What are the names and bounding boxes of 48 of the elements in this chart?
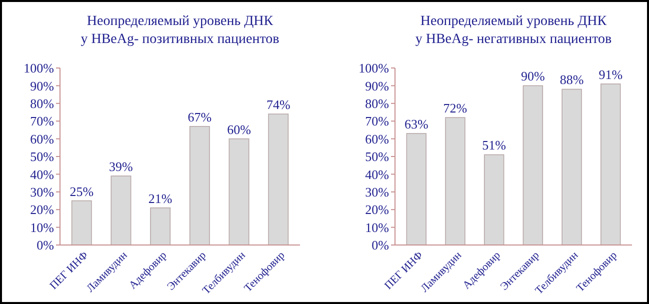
y-tick-label: 50% [365,149,390,164]
bar [228,138,250,246]
y-tick-label: 40% [30,166,54,182]
bar [71,200,92,246]
y-tick-label: 10% [365,220,390,235]
chart-title: Неопределяемый уровень ДНК у HBeAg- позитивных пациентов [80,14,280,47]
y-tick-label: 10% [30,220,54,235]
data-label: 88% [560,72,584,88]
y-tick-label: 0% [372,238,390,253]
chart-title: Неопределяемый уровень ДНК у HBeAg- негативных пациентов [415,14,612,47]
y-tick-label: 20% [30,202,54,218]
y-tick-label: 90% [365,78,390,94]
y-tick-label: 50% [30,149,54,164]
y-tick-label: 30% [365,184,390,200]
data-label: 51% [482,138,506,153]
data-label: 60% [227,122,252,137]
bar [600,84,621,246]
data-label: 21% [148,190,172,206]
bar [406,133,426,246]
y-tick-label: 100% [358,60,390,76]
bar [562,88,582,246]
data-label: 90% [521,68,546,84]
data-label: 91% [598,66,623,82]
data-label: 74% [266,97,290,112]
y-tick-label: 70% [365,114,390,129]
bar [189,126,210,246]
y-tick-label: 60% [365,131,390,146]
bar [522,85,544,246]
y-tick-label: 100% [24,60,54,76]
data-label: 72% [443,100,468,116]
y-tick-label: 20% [365,202,390,218]
y-tick-label: 30% [30,184,54,200]
bar [484,154,504,246]
y-tick-label: 80% [30,96,54,111]
y-tick-label: 0% [36,238,54,253]
y-tick-label: 60% [30,131,54,146]
y-tick-label: 40% [365,166,390,182]
y-tick-label: 80% [365,96,390,111]
data-label: 67% [188,109,212,124]
bar [150,207,171,246]
y-tick-label: 70% [30,114,54,129]
data-label: 63% [404,116,428,132]
bar [445,117,466,246]
data-label: 25% [70,184,94,199]
bar [268,114,289,246]
bar [110,176,132,246]
y-tick-label: 90% [30,78,54,94]
data-label: 39% [109,158,134,174]
